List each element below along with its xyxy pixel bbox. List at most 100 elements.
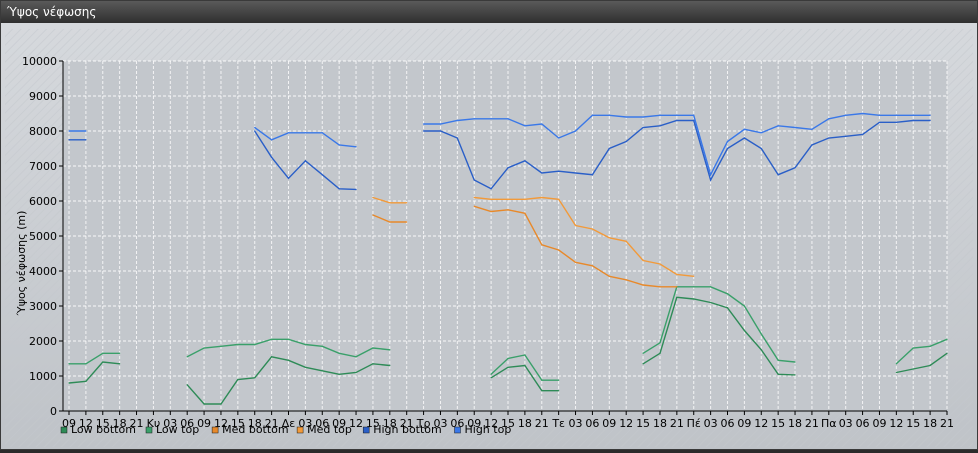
data-point [287, 338, 290, 340]
data-point [608, 114, 610, 116]
data-point [794, 361, 796, 363]
data-point [304, 343, 306, 346]
x-tick-label: 09 [737, 417, 751, 430]
data-point [659, 342, 661, 344]
data-point [456, 137, 458, 139]
data-point [558, 249, 560, 251]
data-point [693, 119, 695, 122]
data-point [338, 144, 340, 146]
data-point [524, 354, 526, 356]
data-point [693, 298, 695, 300]
y-tick-label: 1000 [29, 370, 57, 383]
data-point [68, 139, 70, 141]
data-point [541, 379, 543, 381]
data-point [507, 209, 509, 211]
legend-item[interactable]: High top [454, 423, 512, 436]
data-point [473, 118, 475, 120]
data-point [642, 284, 644, 286]
x-tick-label: 15 [501, 417, 515, 430]
x-tick-label: 15 [96, 417, 110, 430]
data-point [710, 179, 712, 181]
data-point [726, 147, 729, 150]
x-tick-label: 12 [349, 417, 363, 430]
legend-item[interactable]: Med top [296, 423, 352, 436]
data-point [254, 377, 256, 379]
y-tick-label: 10000 [22, 55, 57, 68]
data-point [558, 198, 560, 200]
data-point [591, 174, 594, 176]
x-tick-label: Τρ [416, 417, 431, 430]
legend-item[interactable]: Med bottom [211, 423, 289, 436]
data-point [271, 139, 273, 141]
data-point [186, 384, 188, 386]
data-point [558, 390, 560, 392]
data-point [321, 132, 323, 134]
data-point [524, 160, 526, 162]
data-point [389, 221, 391, 223]
series-line [642, 296, 796, 376]
data-point [726, 293, 729, 295]
x-tick-label: 21 [535, 417, 549, 430]
data-point [794, 374, 796, 376]
data-point [574, 261, 577, 263]
y-tick-label: 3000 [29, 300, 57, 313]
data-point [659, 352, 661, 354]
data-point [693, 275, 695, 277]
data-point [490, 210, 492, 213]
data-point [68, 130, 70, 132]
data-point [878, 121, 881, 123]
legend-label: Low top [156, 423, 199, 436]
x-tick-label: 06 [180, 417, 194, 430]
data-point [372, 363, 374, 365]
x-tick-label: 03 [163, 417, 177, 430]
x-tick-label: 09 [602, 417, 616, 430]
data-point [321, 174, 323, 176]
x-tick-label: 09 [332, 417, 346, 430]
data-point [389, 349, 391, 351]
x-tick-label: 18 [113, 417, 127, 430]
data-point [676, 114, 678, 116]
data-point [608, 237, 610, 239]
data-point [507, 357, 509, 360]
data-point [895, 114, 897, 116]
data-point [254, 343, 256, 346]
x-tick-label: 09 [467, 417, 481, 430]
data-point [794, 126, 796, 129]
legend-item[interactable]: Low top [145, 423, 199, 436]
data-point [304, 366, 306, 368]
data-point [355, 188, 357, 191]
data-point [355, 356, 357, 358]
data-point [439, 123, 442, 125]
x-tick-label: 21 [670, 417, 684, 430]
data-point [439, 130, 442, 132]
data-point [591, 265, 594, 267]
data-point [220, 345, 222, 347]
x-tick-label: 21 [400, 417, 414, 430]
data-point [186, 356, 188, 358]
legend-item[interactable]: High bottom [362, 423, 442, 436]
data-point [912, 119, 914, 122]
x-tick-label: 18 [383, 417, 397, 430]
y-tick-label: 0 [50, 405, 57, 418]
data-point [287, 177, 290, 179]
data-point [237, 378, 239, 381]
x-tick-label: 03 [433, 417, 447, 430]
data-point [558, 137, 560, 139]
legend-item[interactable]: Low bottom [60, 423, 136, 436]
x-tick-label: 06 [856, 417, 870, 430]
data-point [929, 114, 931, 116]
data-point [220, 403, 222, 405]
x-tick-label: 18 [923, 417, 937, 430]
data-point [574, 130, 577, 132]
data-point [507, 167, 509, 169]
data-point [490, 377, 492, 379]
data-point [287, 132, 290, 134]
data-point [524, 125, 526, 127]
data-point [710, 286, 712, 288]
data-point [642, 126, 644, 129]
series-med-top [372, 196, 695, 277]
data-point [777, 373, 779, 375]
x-tick-label: 21 [805, 417, 819, 430]
y-tick-label: 4000 [29, 265, 57, 278]
window-title: Ύψος νέφωσης [1, 1, 977, 23]
